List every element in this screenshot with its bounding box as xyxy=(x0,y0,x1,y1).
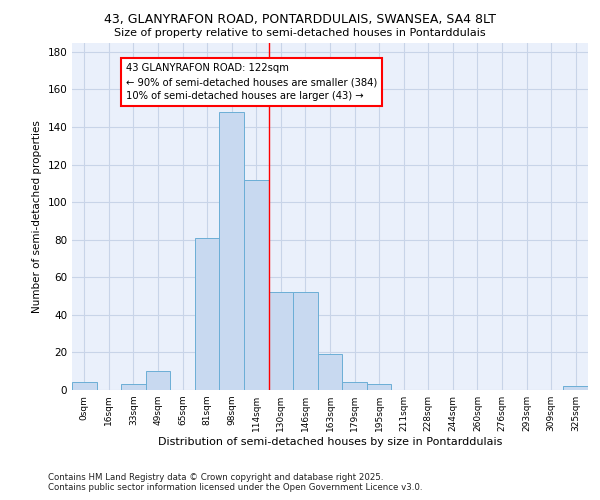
Bar xyxy=(220,112,244,390)
Bar xyxy=(244,180,269,390)
Bar xyxy=(342,382,367,390)
Text: Size of property relative to semi-detached houses in Pontarddulais: Size of property relative to semi-detach… xyxy=(114,28,486,38)
Y-axis label: Number of semi-detached properties: Number of semi-detached properties xyxy=(32,120,42,312)
Bar xyxy=(293,292,318,390)
Bar xyxy=(72,382,97,390)
Bar xyxy=(563,386,588,390)
Bar xyxy=(146,371,170,390)
Bar xyxy=(318,354,342,390)
Text: Contains HM Land Registry data © Crown copyright and database right 2025.
Contai: Contains HM Land Registry data © Crown c… xyxy=(48,473,422,492)
Bar xyxy=(195,238,220,390)
Bar xyxy=(367,384,391,390)
Text: 43 GLANYRAFON ROAD: 122sqm
← 90% of semi-detached houses are smaller (384)
10% o: 43 GLANYRAFON ROAD: 122sqm ← 90% of semi… xyxy=(126,63,377,101)
Bar xyxy=(269,292,293,390)
Bar xyxy=(121,384,146,390)
X-axis label: Distribution of semi-detached houses by size in Pontarddulais: Distribution of semi-detached houses by … xyxy=(158,437,502,447)
Text: 43, GLANYRAFON ROAD, PONTARDDULAIS, SWANSEA, SA4 8LT: 43, GLANYRAFON ROAD, PONTARDDULAIS, SWAN… xyxy=(104,12,496,26)
